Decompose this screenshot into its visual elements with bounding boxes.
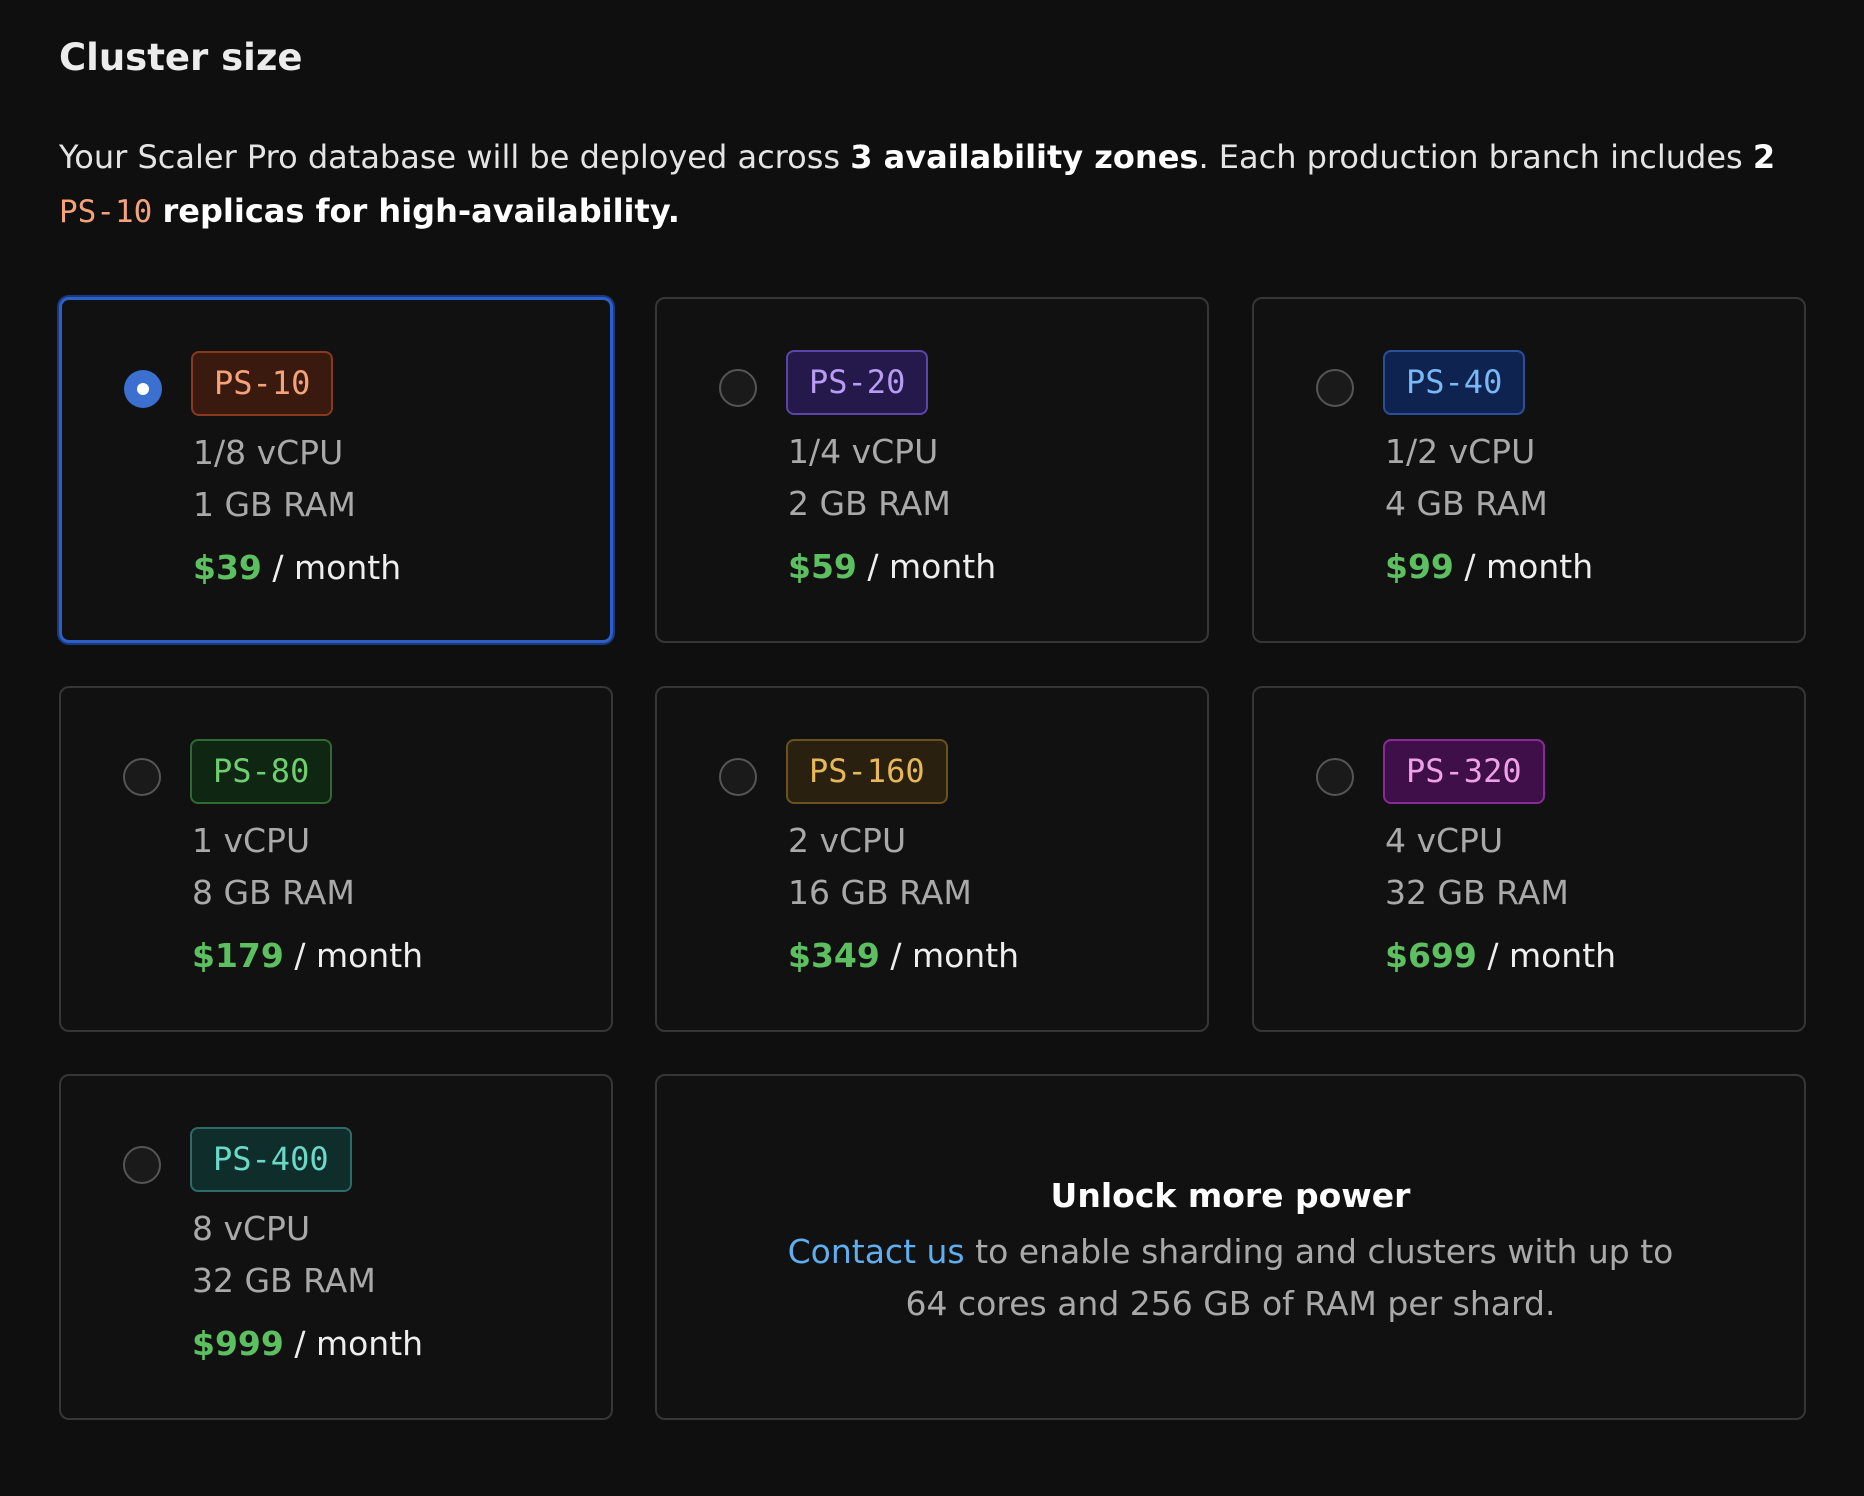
ram-spec: 1 GB RAM xyxy=(193,485,356,524)
radio-button[interactable] xyxy=(124,370,162,408)
price-unit: / month xyxy=(1487,936,1617,975)
radio-button[interactable] xyxy=(123,758,161,796)
section-title: Cluster size xyxy=(59,36,303,79)
price-unit: / month xyxy=(294,1324,424,1363)
ram-spec: 32 GB RAM xyxy=(192,1261,376,1300)
cpu-spec: 1/4 vCPU xyxy=(788,432,939,471)
contact-title: Unlock more power xyxy=(1050,1176,1411,1215)
cpu-spec: 1/8 vCPU xyxy=(193,433,344,472)
plan-card[interactable]: PS-20 1/4 vCPU 2 GB RAM $59 / month xyxy=(655,297,1209,643)
contact-body: to enable sharding and clusters with up … xyxy=(905,1232,1674,1323)
plan-card[interactable]: PS-80 1 vCPU 8 GB RAM $179 / month xyxy=(59,686,613,1032)
plan-card[interactable]: PS-40 1/2 vCPU 4 GB RAM $99 / month xyxy=(1252,297,1806,643)
plan-card[interactable]: PS-400 8 vCPU 32 GB RAM $999 / month xyxy=(59,1074,613,1420)
contact-text: Contact us to enable sharding and cluste… xyxy=(777,1226,1684,1330)
price-amount: $349 xyxy=(788,936,880,975)
price-amount: $39 xyxy=(193,548,262,587)
intro-bold: replicas for high-availability. xyxy=(162,192,680,230)
ram-spec: 16 GB RAM xyxy=(788,873,972,912)
radio-button[interactable] xyxy=(123,1146,161,1184)
price-unit: / month xyxy=(272,548,402,587)
contact-link[interactable]: Contact us xyxy=(787,1232,965,1271)
cpu-spec: 1/2 vCPU xyxy=(1385,432,1536,471)
price-amount: $999 xyxy=(192,1324,284,1363)
cpu-spec: 1 vCPU xyxy=(192,821,311,860)
ram-spec: 32 GB RAM xyxy=(1385,873,1569,912)
plan-badge: PS-400 xyxy=(190,1127,352,1192)
plan-badge: PS-320 xyxy=(1383,739,1545,804)
radio-button[interactable] xyxy=(719,758,757,796)
price: $99 / month xyxy=(1385,547,1593,586)
intro-text: Your Scaler Pro database will be deploye… xyxy=(59,138,851,176)
plan-badge: PS-40 xyxy=(1383,350,1526,415)
intro-badge: PS-10 xyxy=(59,194,153,230)
plan-badge: PS-10 xyxy=(191,351,334,416)
price: $699 / month xyxy=(1385,936,1616,975)
cpu-spec: 8 vCPU xyxy=(192,1209,311,1248)
price: $39 / month xyxy=(193,548,401,587)
price-amount: $99 xyxy=(1385,547,1454,586)
ram-spec: 8 GB RAM xyxy=(192,873,355,912)
price-amount: $59 xyxy=(788,547,857,586)
radio-button[interactable] xyxy=(1316,758,1354,796)
contact-card: Unlock more power Contact us to enable s… xyxy=(655,1074,1806,1420)
intro-text: Your Scaler Pro database will be deploye… xyxy=(59,130,1819,239)
cpu-spec: 2 vCPU xyxy=(788,821,907,860)
radio-button[interactable] xyxy=(719,369,757,407)
ram-spec: 4 GB RAM xyxy=(1385,484,1548,523)
radio-button[interactable] xyxy=(1316,369,1354,407)
price-unit: / month xyxy=(890,936,1020,975)
price-unit: / month xyxy=(867,547,997,586)
intro-bold: 2 xyxy=(1752,138,1776,176)
plan-badge: PS-80 xyxy=(190,739,333,804)
intro-bold: 3 availability zones xyxy=(850,138,1199,176)
price: $179 / month xyxy=(192,936,423,975)
plan-card[interactable]: PS-160 2 vCPU 16 GB RAM $349 / month xyxy=(655,686,1209,1032)
plan-card[interactable]: PS-10 1/8 vCPU 1 GB RAM $39 / month xyxy=(59,297,613,643)
plan-card[interactable]: PS-320 4 vCPU 32 GB RAM $699 / month xyxy=(1252,686,1806,1032)
cpu-spec: 4 vCPU xyxy=(1385,821,1504,860)
price-amount: $699 xyxy=(1385,936,1477,975)
price-amount: $179 xyxy=(192,936,284,975)
price-unit: / month xyxy=(294,936,424,975)
plan-badge: PS-20 xyxy=(786,350,929,415)
plan-badge: PS-160 xyxy=(786,739,948,804)
price: $59 / month xyxy=(788,547,996,586)
price: $349 / month xyxy=(788,936,1019,975)
price-unit: / month xyxy=(1464,547,1594,586)
price: $999 / month xyxy=(192,1324,423,1363)
intro-text: . Each production branch includes xyxy=(1198,138,1753,176)
ram-spec: 2 GB RAM xyxy=(788,484,951,523)
